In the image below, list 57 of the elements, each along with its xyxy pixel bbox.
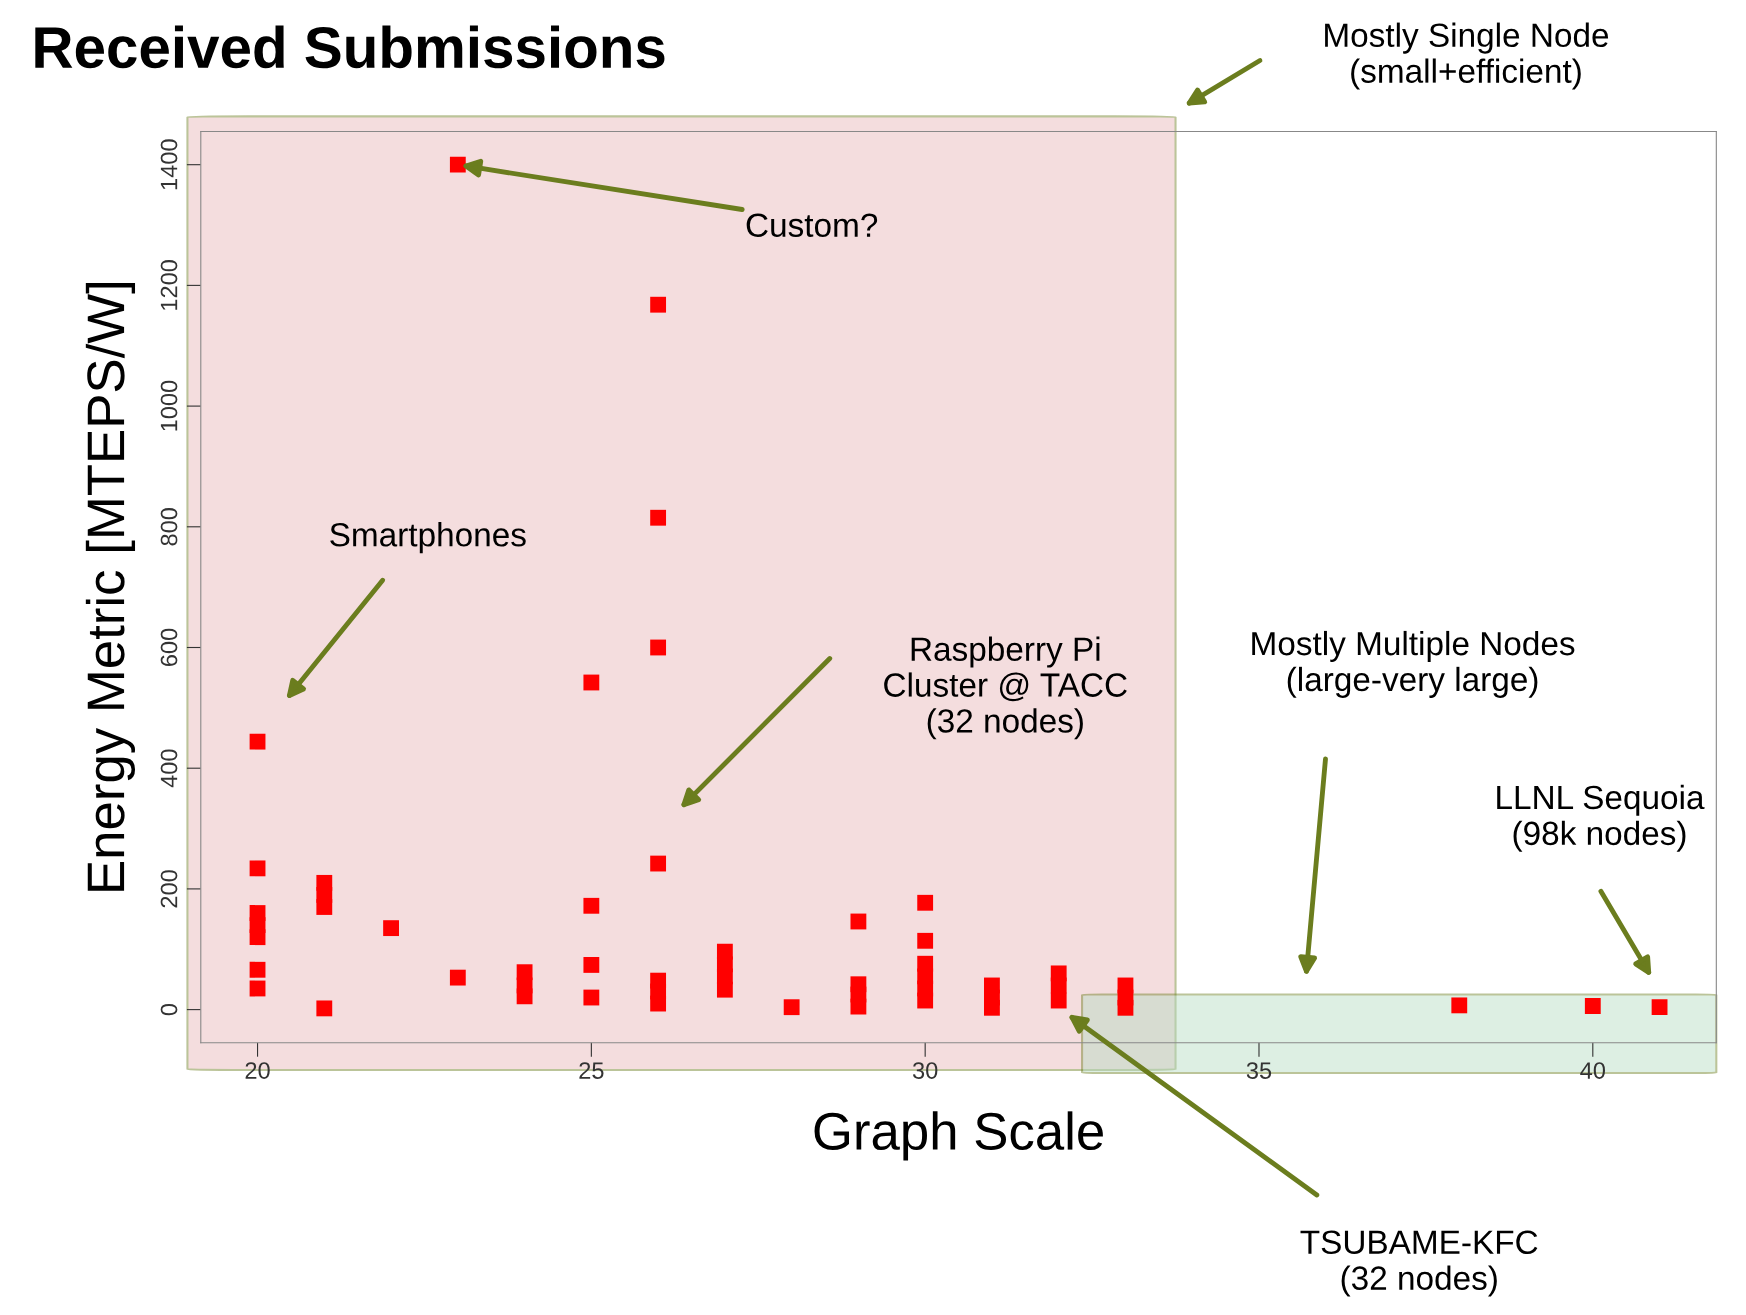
annotation: Raspberry Pi Cluster @ TACC (32 nodes): [884, 636, 1127, 740]
point: [984, 999, 1000, 1016]
point: [249, 929, 266, 946]
y-axis-title: Energy Metric [MTEPS/W]: [85, 282, 136, 891]
point: [583, 957, 600, 973]
point: [1050, 977, 1067, 994]
y-tick-label: 200: [160, 870, 178, 908]
point: [650, 995, 667, 1012]
point: [716, 981, 733, 998]
annotation: Smartphones: [330, 522, 526, 554]
point: [316, 1000, 333, 1017]
y-tick-label: 1400: [160, 139, 178, 190]
point: [249, 860, 266, 877]
x-tick-label: 20: [245, 1062, 270, 1079]
point: [650, 509, 667, 526]
x-tick-label: 35: [1246, 1062, 1272, 1079]
annotation: Mostly Multiple Nodes (large-very large): [1252, 630, 1575, 698]
point: [783, 999, 800, 1016]
point: [583, 674, 600, 691]
x-axis-title: Graph Scale: [814, 1111, 1103, 1161]
annotation: Custom?: [746, 213, 878, 238]
x-tick-label: 30: [912, 1062, 938, 1079]
point: [650, 639, 667, 656]
point: [316, 899, 333, 915]
x-tick-label: 40: [1580, 1062, 1606, 1079]
point: [249, 961, 266, 978]
point: [917, 992, 934, 1009]
y-tick-label: 400: [160, 749, 178, 788]
point: [917, 894, 934, 911]
point: [1117, 999, 1134, 1016]
point: [1451, 997, 1468, 1014]
point: [650, 296, 667, 313]
point: [1050, 992, 1067, 1009]
text: TSUBAME-KFC (32 nodes): [1300, 1230, 1538, 1297]
point: [1584, 998, 1601, 1014]
y-tick-label: 1000: [160, 380, 178, 431]
chart-title: Received Submissions: [35, 25, 665, 69]
point: [1651, 999, 1668, 1016]
y-tick-label: 1200: [160, 260, 178, 310]
point: [850, 913, 867, 930]
y-tick-label: 0: [160, 1003, 178, 1016]
point: [650, 855, 667, 872]
point: [383, 920, 399, 937]
point: [449, 969, 466, 986]
point: [449, 156, 466, 173]
x-tick-label: 25: [579, 1062, 604, 1079]
point: [249, 980, 266, 997]
point: [850, 998, 867, 1015]
point: [249, 733, 266, 750]
y-tick-label: 800: [160, 508, 178, 546]
point: [516, 988, 533, 1005]
annotation: LLNL Sequoia (98k nodes): [1497, 784, 1705, 852]
point: [917, 932, 934, 949]
point: [583, 989, 600, 1006]
text: Mostly Single Node (small+efficient): [1325, 22, 1609, 90]
point: [583, 897, 600, 914]
y-tick-label: 600: [160, 628, 178, 666]
